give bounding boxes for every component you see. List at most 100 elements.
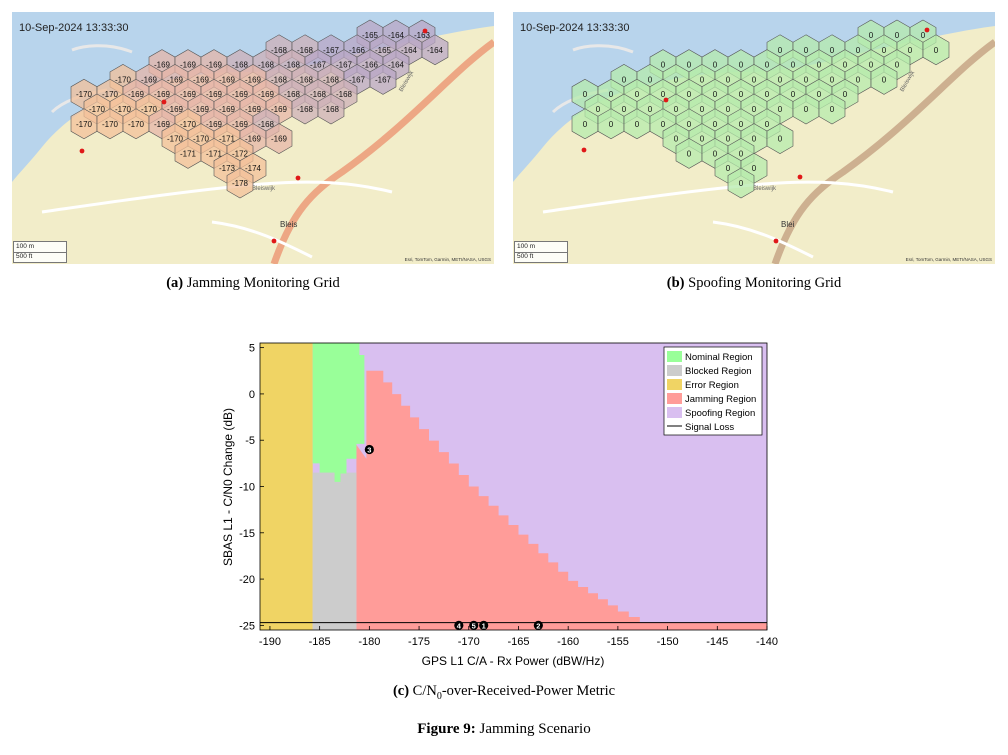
y-tick-label: -25 bbox=[239, 620, 255, 632]
hex-value: -170 bbox=[102, 90, 119, 99]
hex-value: -167 bbox=[323, 46, 340, 55]
hex-value: 0 bbox=[778, 75, 783, 84]
legend-label: Blocked Region bbox=[685, 366, 752, 377]
marker-dot bbox=[454, 620, 464, 630]
hex-value: 0 bbox=[843, 61, 848, 70]
hex-value: -169 bbox=[271, 135, 288, 144]
hex-value: -167 bbox=[349, 75, 366, 84]
hex-value: -167 bbox=[375, 75, 392, 84]
map-pier bbox=[71, 44, 133, 54]
event-marker: 2 bbox=[533, 620, 543, 630]
hex-value: 0 bbox=[765, 120, 770, 129]
figure-title: Jamming Scenario bbox=[475, 721, 591, 737]
hex-value: 0 bbox=[635, 120, 640, 129]
hex-value: -168 bbox=[258, 120, 275, 129]
hex-shape bbox=[727, 167, 755, 199]
hex-value: 0 bbox=[713, 149, 718, 158]
receiver-marker bbox=[773, 238, 779, 244]
hex-value: 0 bbox=[804, 75, 809, 84]
hex-value: 0 bbox=[687, 149, 692, 158]
hex-value: 0 bbox=[830, 105, 835, 114]
hex-value: 0 bbox=[648, 105, 653, 114]
hex-value: -168 bbox=[232, 61, 249, 70]
hex-value: 0 bbox=[856, 75, 861, 84]
hex-value: 0 bbox=[726, 75, 731, 84]
hex-value: -170 bbox=[115, 75, 132, 84]
hex-cell: -168 bbox=[317, 93, 345, 125]
x-axis-label: GPS L1 C/A - Rx Power (dBW/Hz) bbox=[422, 654, 605, 668]
scale-meters: 100 m bbox=[517, 243, 536, 250]
hex-value: 0 bbox=[674, 105, 679, 114]
marker-label: 4 bbox=[457, 621, 462, 630]
receiver-marker bbox=[924, 27, 930, 33]
hex-value: -169 bbox=[271, 105, 288, 114]
map-road bbox=[712, 220, 814, 259]
hex-value: 0 bbox=[583, 120, 588, 129]
hex-value: -168 bbox=[284, 61, 301, 70]
caption-subscript: 0 bbox=[436, 690, 442, 702]
x-tick-label: -165 bbox=[507, 636, 529, 648]
hex-value: 0 bbox=[752, 105, 757, 114]
hex-value: 0 bbox=[700, 75, 705, 84]
hex-value: -178 bbox=[232, 179, 249, 188]
marker-dot bbox=[533, 620, 543, 630]
hex-value: 0 bbox=[661, 61, 666, 70]
marker-label: 5 bbox=[472, 621, 476, 630]
hex-value: 0 bbox=[739, 120, 744, 129]
cn0-power-chart: -190 -185 -180 -175 -170 -165 -160 -155 -150 -145… bbox=[221, 342, 778, 668]
hex-value: -169 bbox=[193, 75, 210, 84]
hex-value: 0 bbox=[830, 75, 835, 84]
y-tick-label: 0 bbox=[249, 389, 255, 401]
y-tick-label: -5 bbox=[245, 435, 255, 447]
hex-value: 0 bbox=[609, 120, 614, 129]
subfigure-caption-a: (a) Jamming Monitoring Grid bbox=[12, 275, 494, 292]
map-highway bbox=[771, 39, 995, 264]
hex-value: 0 bbox=[583, 90, 588, 99]
caption-text: Spoofing Monitoring Grid bbox=[684, 275, 842, 291]
hex-value: -170 bbox=[128, 120, 145, 129]
hex-shape bbox=[421, 34, 449, 66]
x-tick-label: -145 bbox=[706, 636, 728, 648]
x-tick-label: -170 bbox=[458, 636, 480, 648]
subfigure-caption-c: (c) C/N0-over-Received-Power Metric bbox=[0, 683, 1008, 702]
map-attribution: Esri, TomTom, Garmin, METI/NASA, USGS bbox=[905, 257, 992, 262]
hex-value: 0 bbox=[713, 120, 718, 129]
hex-value: -168 bbox=[297, 105, 314, 114]
hex-value: 0 bbox=[609, 90, 614, 99]
hex-value: 0 bbox=[778, 105, 783, 114]
legend-item: Signal Loss bbox=[667, 422, 734, 433]
hex-shape bbox=[818, 93, 846, 125]
hex-value: -170 bbox=[76, 90, 93, 99]
y-tick-label: 5 bbox=[249, 343, 255, 355]
legend-swatch bbox=[667, 365, 682, 376]
x-tick-label: -180 bbox=[358, 636, 380, 648]
hex-value: -169 bbox=[206, 90, 223, 99]
hex-value: 0 bbox=[739, 179, 744, 188]
hex-value: 0 bbox=[674, 135, 679, 144]
hex-shape bbox=[870, 64, 898, 95]
map-road bbox=[542, 180, 894, 214]
hex-value: 0 bbox=[713, 90, 718, 99]
x-tick-label: -160 bbox=[557, 636, 579, 648]
y-tick-label: -10 bbox=[239, 482, 255, 494]
hex-cell: -164 bbox=[421, 34, 449, 66]
hex-value: 0 bbox=[622, 105, 627, 114]
legend-item: Error Region bbox=[667, 379, 739, 391]
caption-label: (a) bbox=[166, 275, 184, 291]
event-markers: 1 2 3 4 5 bbox=[364, 444, 543, 630]
caption-label: (c) bbox=[392, 683, 410, 699]
legend-label: Spoofing Region bbox=[685, 408, 755, 419]
x-tick-label: -140 bbox=[756, 636, 778, 648]
hex-value: -169 bbox=[154, 90, 171, 99]
hex-value: -169 bbox=[167, 105, 184, 114]
x-tick-label: -190 bbox=[259, 636, 281, 648]
hex-value: -168 bbox=[284, 90, 301, 99]
hex-shape bbox=[766, 123, 794, 154]
hex-cell: 0 bbox=[766, 123, 794, 154]
hex-shape bbox=[317, 93, 345, 125]
legend-item: Spoofing Region bbox=[667, 407, 755, 419]
hex-value: -168 bbox=[336, 90, 353, 99]
hex-value: -170 bbox=[180, 120, 197, 129]
town-label: Bleis bbox=[280, 220, 297, 229]
